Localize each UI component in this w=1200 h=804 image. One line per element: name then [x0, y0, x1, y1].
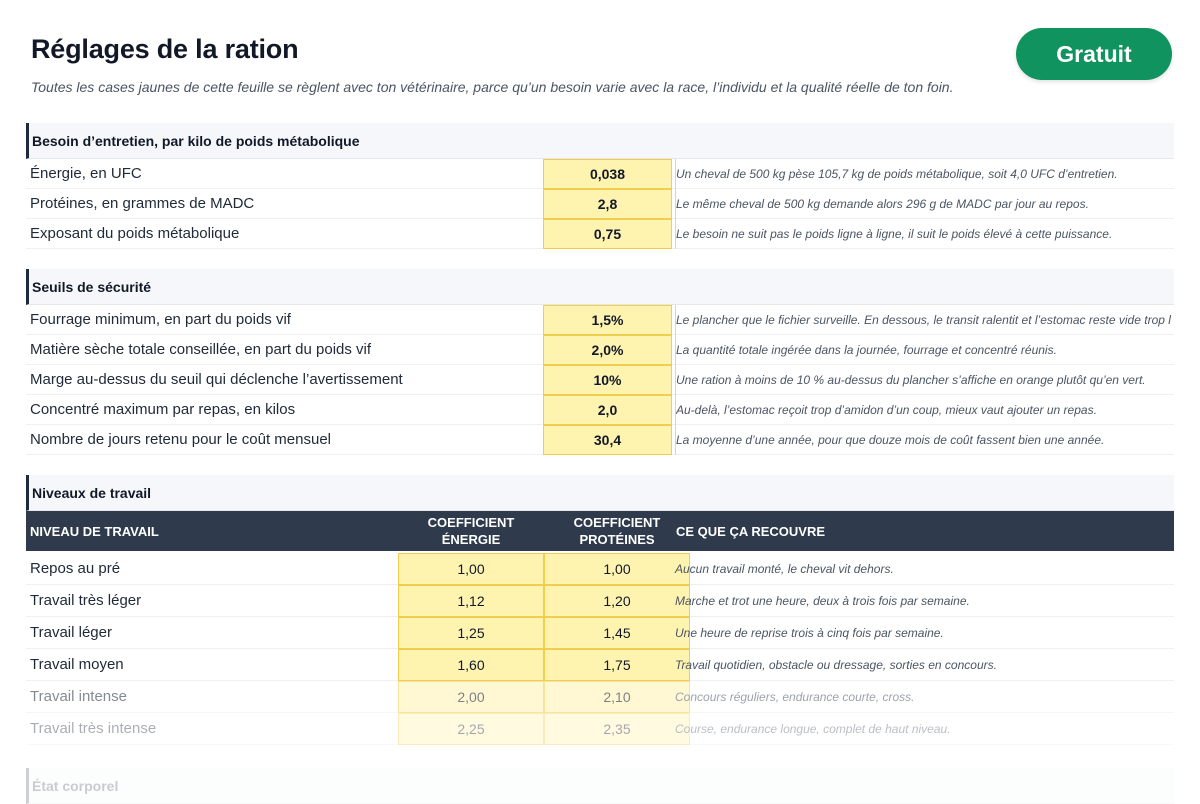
work-level-label: Travail moyen: [30, 656, 124, 673]
protein-coefficient-cell[interactable]: 2,35: [544, 713, 690, 745]
column-header-recouvre: CE QUE ÇA RECOUVRE: [676, 523, 826, 539]
gratuit-badge-button[interactable]: Gratuit: [1016, 28, 1172, 80]
work-level-description: Une heure de reprise trois à cinq fois p…: [675, 626, 944, 640]
setting-row: Exposant du poids métabolique 0,75 Le be…: [26, 219, 1174, 249]
work-level-description: Aucun travail monté, le cheval vit dehor…: [675, 562, 894, 576]
setting-note: La moyenne d’une année, pour que douze m…: [675, 425, 1174, 455]
setting-label: Nombre de jours retenu pour le coût mens…: [30, 431, 331, 448]
setting-row: Énergie, en UFC 0,038 Un cheval de 500 k…: [26, 159, 1174, 189]
column-header-energie: COEFFICIENT ÉNERGIE: [398, 511, 544, 551]
work-level-label: Travail léger: [30, 624, 112, 641]
setting-value-cell[interactable]: 2,0%: [543, 335, 672, 365]
column-header-energie-line1: COEFFICIENT: [427, 515, 515, 530]
work-level-description: Marche et trot une heure, deux à trois f…: [675, 594, 970, 608]
energy-coefficient-cell[interactable]: 2,25: [398, 713, 544, 745]
setting-note: La quantité totale ingérée dans la journ…: [675, 335, 1174, 365]
column-header-energie-line2: ÉNERGIE: [441, 532, 501, 547]
setting-note: Le même cheval de 500 kg demande alors 2…: [675, 189, 1174, 219]
column-header-proteines-line2: PROTÉINES: [579, 532, 655, 547]
setting-label: Exposant du poids métabolique: [30, 225, 240, 242]
energy-coefficient-cell[interactable]: 1,25: [398, 617, 544, 649]
setting-label: Énergie, en UFC: [30, 165, 142, 182]
work-level-description: Concours réguliers, endurance courte, cr…: [675, 690, 915, 704]
work-levels-table-header: NIVEAU DE TRAVAIL COEFFICIENT ÉNERGIE CO…: [26, 511, 1174, 551]
setting-label: Protéines, en grammes de MADC: [30, 195, 255, 212]
page-subtitle: Toutes les cases jaunes de cette feuille…: [31, 79, 954, 95]
energy-coefficient-cell[interactable]: 1,00: [398, 553, 544, 585]
protein-coefficient-cell[interactable]: 1,00: [544, 553, 690, 585]
work-level-description: Course, endurance longue, complet de hau…: [675, 722, 951, 736]
setting-value-cell[interactable]: 1,5%: [543, 305, 672, 335]
page-title: Réglages de la ration: [31, 34, 299, 64]
setting-label: Marge au-dessus du seuil qui déclenche l…: [30, 371, 403, 388]
column-header-proteines: COEFFICIENT PROTÉINES: [544, 511, 690, 551]
column-header-proteines-line1: COEFFICIENT: [573, 515, 661, 530]
setting-note: Un cheval de 500 kg pèse 105,7 kg de poi…: [675, 159, 1174, 189]
work-level-label: Travail très intense: [30, 720, 157, 737]
setting-value-cell[interactable]: 10%: [543, 365, 672, 395]
section-header-niveaux: Niveaux de travail: [26, 475, 1174, 511]
table-row: Repos au pré 1,00 1,00 Aucun travail mon…: [26, 553, 1174, 585]
table-row: Travail moyen 1,60 1,75 Travail quotidie…: [26, 649, 1174, 681]
protein-coefficient-cell[interactable]: 1,75: [544, 649, 690, 681]
setting-value-cell[interactable]: 30,4: [543, 425, 672, 455]
setting-value-cell[interactable]: 0,038: [543, 159, 672, 189]
setting-note: Le plancher que le fichier surveille. En…: [675, 305, 1174, 335]
setting-row: Concentré maximum par repas, en kilos 2,…: [26, 395, 1174, 425]
setting-note: Au-delà, l’estomac reçoit trop d’amidon …: [675, 395, 1174, 425]
setting-row: Nombre de jours retenu pour le coût mens…: [26, 425, 1174, 455]
setting-value-cell[interactable]: 0,75: [543, 219, 672, 249]
setting-note: Une ration à moins de 10 % au-dessus du …: [675, 365, 1174, 395]
setting-row: Matière sèche totale conseillée, en part…: [26, 335, 1174, 365]
setting-value-cell[interactable]: 2,8: [543, 189, 672, 219]
setting-row: Fourrage minimum, en part du poids vif 1…: [26, 305, 1174, 335]
energy-coefficient-cell[interactable]: 1,12: [398, 585, 544, 617]
protein-coefficient-cell[interactable]: 2,10: [544, 681, 690, 713]
setting-value-cell[interactable]: 2,0: [543, 395, 672, 425]
column-header-niveau: NIVEAU DE TRAVAIL: [30, 523, 159, 539]
table-row: Travail très léger 1,12 1,20 Marche et t…: [26, 585, 1174, 617]
protein-coefficient-cell[interactable]: 1,45: [544, 617, 690, 649]
energy-coefficient-cell[interactable]: 1,60: [398, 649, 544, 681]
section-header-seuils: Seuils de sécurité: [26, 269, 1174, 305]
protein-coefficient-cell[interactable]: 1,20: [544, 585, 690, 617]
work-level-label: Repos au pré: [30, 560, 121, 577]
setting-label: Fourrage minimum, en part du poids vif: [30, 311, 291, 328]
table-row: Travail léger 1,25 1,45 Une heure de rep…: [26, 617, 1174, 649]
setting-row: Protéines, en grammes de MADC 2,8 Le mêm…: [26, 189, 1174, 219]
setting-label: Matière sèche totale conseillée, en part…: [30, 341, 372, 358]
work-level-label: Travail très léger: [30, 592, 142, 609]
setting-row: Marge au-dessus du seuil qui déclenche l…: [26, 365, 1174, 395]
work-level-description: Travail quotidien, obstacle ou dressage,…: [675, 658, 997, 672]
setting-note: Le besoin ne suit pas le poids ligne à l…: [675, 219, 1174, 249]
section-header-etat: État corporel: [26, 768, 1174, 804]
table-row: Travail intense 2,00 2,10 Concours régul…: [26, 681, 1174, 713]
energy-coefficient-cell[interactable]: 2,00: [398, 681, 544, 713]
setting-label: Concentré maximum par repas, en kilos: [30, 401, 296, 418]
section-header-besoin: Besoin d’entretien, par kilo de poids mé…: [26, 123, 1174, 159]
work-level-label: Travail intense: [30, 688, 127, 705]
table-row: Travail très intense 2,25 2,35 Course, e…: [26, 713, 1174, 745]
